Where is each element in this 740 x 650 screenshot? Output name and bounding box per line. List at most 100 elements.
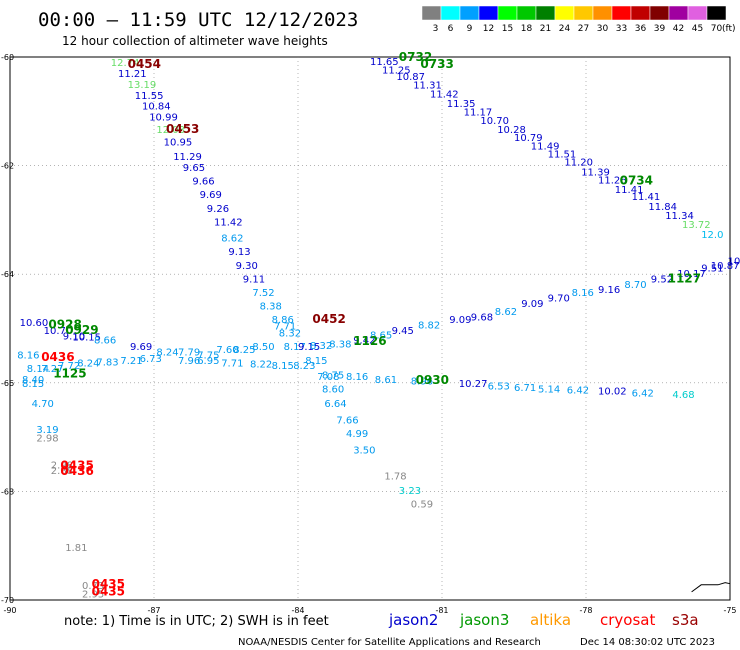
wave-height-label: 3.50 [353, 445, 375, 456]
wave-height-label: 8.60 [322, 385, 344, 396]
color-scale-label: 42 [673, 24, 684, 34]
time-label: 0435 [92, 577, 125, 591]
wave-height-label: 9.11 [243, 274, 265, 285]
wave-height-label: 7.96 [178, 356, 200, 367]
color-scale-label: 6 [448, 24, 454, 34]
time-label: 0929 [65, 323, 98, 337]
wave-height-label: 6.71 [514, 383, 536, 394]
wave-height-label: 11.55 [135, 91, 164, 102]
time-label: 0453 [166, 122, 199, 136]
color-scale-swatch [421, 5, 442, 21]
wave-height-label: 11.39 [581, 167, 610, 178]
wave-height-label: 10.7 [44, 326, 66, 337]
wave-height-label: 11.21 [118, 69, 147, 80]
page-title: 00:00 – 11:59 UTC 12/12/2023 [38, 9, 358, 31]
time-label: 0435 [92, 585, 125, 599]
wave-height-label: 9.52 [651, 274, 673, 285]
time-label: 0928 [48, 318, 81, 332]
time-label: 0930 [416, 373, 449, 387]
time-label: 1125 [53, 366, 86, 380]
wave-height-label: 7.75 [197, 350, 219, 361]
wave-height-label: 7.71 [274, 322, 296, 333]
satellite-label: s3a [672, 611, 699, 629]
wave-height-label: 9.70 [548, 293, 570, 304]
wave-height-label: 7.79 [178, 348, 200, 359]
wave-height-label: 8.25 [233, 345, 255, 356]
x-tick-label: -75 [723, 606, 736, 615]
wave-height-label: 8.32 [310, 341, 332, 352]
color-scale-swatch [440, 5, 461, 21]
wave-height-label: 8.50 [252, 342, 274, 353]
wave-height-label: 11.31 [413, 81, 442, 92]
color-scale-label: 27 [578, 24, 589, 34]
wave-height-label: 9.66 [192, 177, 214, 188]
wave-height-label: 9.30 [236, 261, 258, 272]
wave-height-label: 9.09 [449, 315, 471, 326]
wave-height-label: 4.70 [32, 399, 54, 410]
color-scale-label: 3 [433, 24, 439, 34]
land-outline [691, 582, 731, 593]
wave-height-label: 8.38 [260, 302, 282, 313]
plot-area: -90 -87 -84 -81 -78 -75 -60 -62 -64 -66 -68 -70 12.7… [1, 50, 740, 615]
time-label: 1126 [353, 334, 386, 348]
color-scale-swatch [573, 5, 594, 21]
wave-height-label: 9.09 [521, 299, 543, 310]
color-scale-label: 21 [540, 24, 551, 34]
time-label: 0733 [420, 57, 453, 71]
color-scale-label: 45 [692, 24, 703, 34]
wave-height-label: 9.42 [353, 336, 375, 347]
wave-height-label: 3.19 [36, 425, 58, 436]
wave-height-label: 12.0 [701, 230, 723, 241]
wave-height-label: 9.65 [183, 163, 205, 174]
wave-height-label: 5.14 [538, 385, 560, 396]
y-tick-label: -68 [1, 487, 14, 496]
wave-height-label: 9.10 [63, 331, 85, 342]
wave-height-label: 4.99 [346, 429, 368, 440]
wave-height-label: 9.68 [471, 312, 493, 323]
x-tick-label: -87 [147, 606, 160, 615]
wave-height-label: 7.83 [96, 357, 118, 368]
wave-height-label: 8.82 [418, 321, 440, 332]
wave-height-label: 9.69 [200, 190, 222, 201]
wave-height-label: 8.62 [221, 234, 243, 245]
wave-height-label: 9.13 [228, 247, 250, 258]
wave-height-label: 8.32 [279, 329, 301, 340]
wave-height-label: 8.16 [572, 288, 594, 299]
color-scale-label: 36 [635, 24, 647, 34]
y-tick-label: -70 [1, 596, 14, 605]
color-scale-swatch [459, 5, 480, 21]
wave-height-label: 8.75 [322, 371, 344, 382]
wave-height-label: 11.26 [598, 176, 627, 187]
wave-height-label: 11.35 [447, 99, 476, 110]
y-tick-label: -66 [1, 379, 14, 388]
wave-height-label: 2.88 [51, 466, 73, 477]
wave-height-label: 8.16 [17, 350, 39, 361]
wave-height-label: 8.15 [272, 361, 294, 372]
wave-height-label: 8.66 [94, 336, 116, 347]
wave-height-label: 11.65 [370, 57, 399, 68]
wave-height-label: 7.60 [216, 345, 238, 356]
wave-height-label: 9.16 [598, 285, 620, 296]
wave-height-label: 8.17 [284, 342, 306, 353]
wave-height-label: 10.87 [396, 72, 425, 83]
wave-height-label: 12.74 [111, 58, 140, 69]
wave-height-label: 11.49 [531, 141, 560, 152]
wave-height-label: 10.84 [142, 102, 171, 113]
wave-height-label: 7.21 [120, 356, 142, 367]
color-scale-label: 70 [711, 24, 723, 34]
wave-height-label: 8.61 [375, 375, 397, 386]
wave-height-label: 10.99 [149, 113, 178, 124]
wave-height-label: 8.70 [624, 280, 646, 291]
x-tick-label: -90 [3, 606, 16, 615]
wave-height-label: 13.72 [682, 220, 711, 231]
color-scale-label: 39 [654, 24, 666, 34]
wave-height-label: 8.24 [77, 359, 99, 370]
wave-height-label: 7.72 [58, 361, 80, 372]
wave-height-label: 10.79 [514, 133, 543, 144]
satellite-label: altika [530, 611, 571, 629]
wave-height-label: 11.42 [430, 90, 459, 101]
wave-height-label: 8.15 [305, 356, 327, 367]
time-label: 1127 [668, 271, 701, 285]
wave-height-label: 11.41 [632, 192, 661, 203]
